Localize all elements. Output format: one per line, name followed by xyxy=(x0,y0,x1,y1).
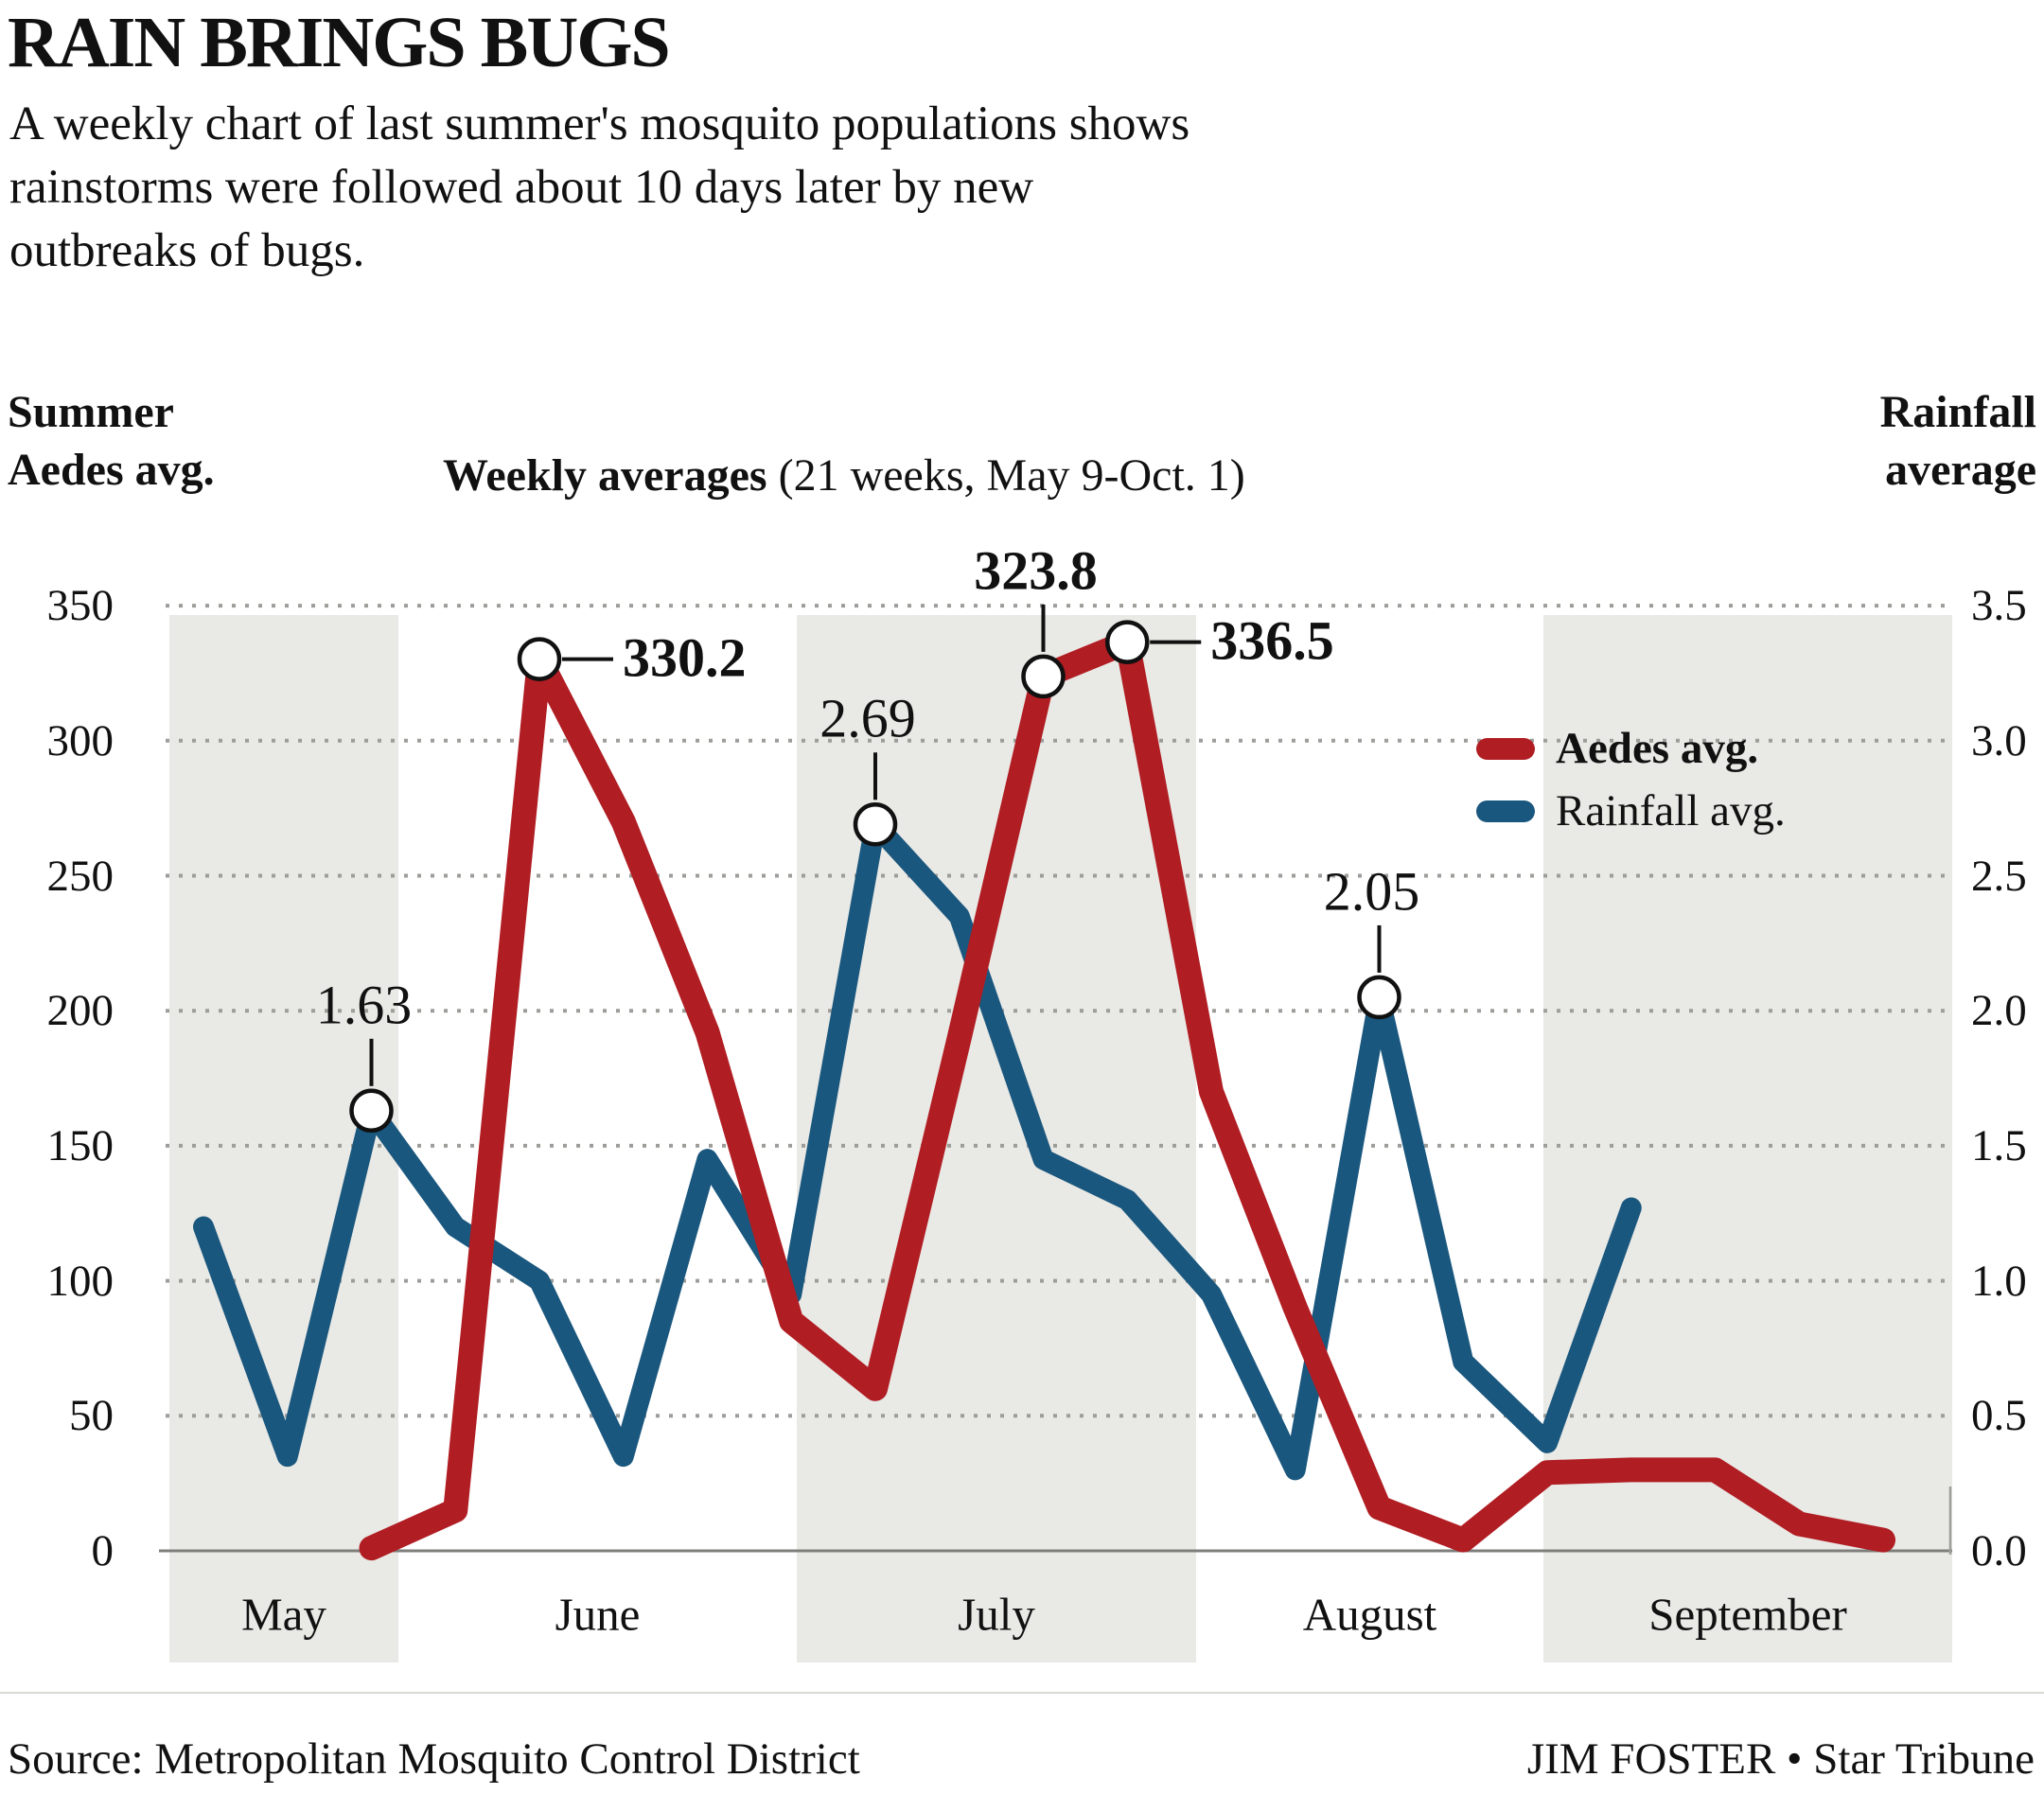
y-axis-tick-right: 0.0 xyxy=(1971,1526,2027,1575)
legend-swatch xyxy=(1476,738,1535,760)
chart-title: Weekly averages (21 weeks, May 9-Oct. 1) xyxy=(443,449,1245,501)
page-title: RAIN BRINGS BUGS xyxy=(8,3,671,82)
y-axis-tick-right: 2.0 xyxy=(1971,986,2027,1036)
data-point-marker xyxy=(853,802,898,847)
x-axis-month-label: May xyxy=(241,1588,326,1641)
y-axis-tick-left: 50 xyxy=(69,1391,114,1441)
y-axis-tick-right: 3.5 xyxy=(1971,581,2027,631)
y-axis-tick-left: 350 xyxy=(46,581,115,631)
divider xyxy=(0,1692,2044,1694)
y-axis-tick-right: 2.5 xyxy=(1971,851,2027,901)
month-band xyxy=(797,615,1196,1662)
y-axis-tick-right: 0.5 xyxy=(1971,1391,2027,1441)
source-note: Source: Metropolitan Mosquito Control Di… xyxy=(8,1734,860,1784)
y-axis-tick-right: 1.0 xyxy=(1971,1256,2027,1306)
annotation-label: 1.63 xyxy=(315,974,413,1036)
subtitle-line: A weekly chart of last summer's mosquito… xyxy=(9,97,1190,150)
y-axis-tick-left: 200 xyxy=(46,986,115,1036)
chart-title-rest: (21 weeks, May 9-Oct. 1) xyxy=(766,450,1245,501)
data-point-marker xyxy=(517,637,562,681)
x-axis-month-label: September xyxy=(1648,1588,1847,1641)
legend-item: Rainfall avg. xyxy=(1476,789,1786,834)
y-axis-tick-left: 300 xyxy=(46,715,115,765)
subtitle-line: outbreaks of bugs. xyxy=(9,224,365,277)
y-axis-tick-left: 100 xyxy=(46,1256,115,1306)
data-point-marker xyxy=(1357,975,1401,1020)
annotation-label: 2.05 xyxy=(1323,860,1420,923)
y-axis-tick-right: 3.0 xyxy=(1971,715,2027,765)
y-axis-tick-left: 150 xyxy=(46,1120,115,1170)
annotation-label: 336.5 xyxy=(1210,609,1334,672)
x-axis-month-label: June xyxy=(555,1588,641,1641)
legend-label: Rainfall avg. xyxy=(1556,786,1786,836)
legend-swatch xyxy=(1476,800,1535,822)
data-point-marker xyxy=(349,1088,394,1134)
annotation-label: 323.8 xyxy=(974,539,1098,602)
legend-item: Aedes avg. xyxy=(1476,727,1758,771)
axis-title-line: Aedes avg. xyxy=(8,445,215,495)
left-axis-title: Summer Aedes avg. xyxy=(8,383,215,499)
x-axis-month-label: July xyxy=(958,1588,1035,1641)
y-axis-tick-left: 250 xyxy=(46,851,115,901)
annotation-label: 330.2 xyxy=(623,626,747,689)
right-axis-title: Rainfall average xyxy=(1880,383,2036,499)
data-point-marker xyxy=(1021,654,1066,699)
y-axis-tick-right: 1.5 xyxy=(1971,1120,2027,1170)
axis-title-line: Summer xyxy=(8,387,174,437)
subtitle: A weekly chart of last summer's mosquito… xyxy=(9,93,1189,283)
annotation-label: 2.69 xyxy=(819,687,916,749)
chart-title-bold: Weekly averages xyxy=(443,450,767,501)
data-point-marker xyxy=(1105,620,1150,664)
rainfall-line xyxy=(193,814,1642,1481)
axis-title-line: average xyxy=(1885,445,2036,495)
axis-title-line: Rainfall xyxy=(1879,387,2036,437)
credit: JIM FOSTER • Star Tribune xyxy=(1526,1734,2035,1784)
legend-label: Aedes avg. xyxy=(1556,724,1759,773)
x-axis-month-label: August xyxy=(1302,1588,1437,1641)
subtitle-line: rainstorms were followed about 10 days l… xyxy=(9,161,1034,214)
y-axis-tick-left: 0 xyxy=(91,1526,115,1575)
